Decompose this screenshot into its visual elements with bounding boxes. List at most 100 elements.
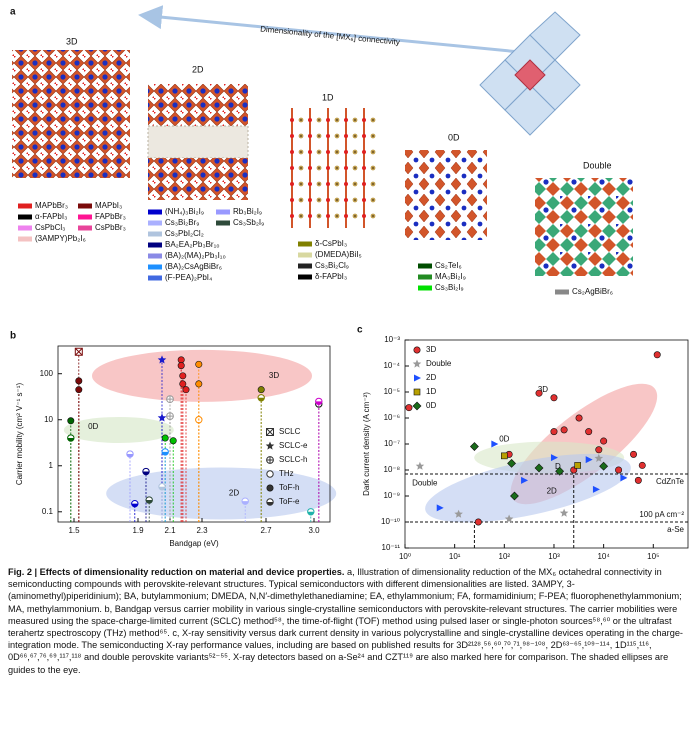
marker bbox=[507, 458, 516, 468]
marker bbox=[75, 377, 83, 385]
group-title: 1D bbox=[322, 92, 334, 102]
legend-swatch bbox=[148, 220, 162, 226]
legend-swatch bbox=[298, 241, 312, 247]
structure-3d bbox=[12, 50, 130, 178]
marker bbox=[169, 437, 177, 445]
marker bbox=[266, 498, 274, 506]
marker bbox=[315, 397, 323, 406]
marker-part bbox=[266, 484, 274, 492]
legend-label: Cs₂TeI₆ bbox=[435, 261, 462, 270]
legend-label: MAPbBr₃ bbox=[35, 201, 68, 210]
annotation: Double bbox=[412, 479, 438, 488]
x-axis-label: Bandgap (eV) bbox=[169, 539, 219, 548]
y-tick-label: 0.1 bbox=[42, 507, 54, 516]
structure-2d bbox=[148, 158, 248, 200]
legend-label: (BA)₂CsAgBiBr₆ bbox=[165, 262, 222, 271]
annotation: 2D bbox=[547, 487, 557, 496]
marker bbox=[574, 462, 581, 469]
legend-label: 2D bbox=[426, 373, 436, 382]
marker bbox=[534, 463, 544, 473]
marker-part bbox=[258, 397, 265, 401]
marker-part bbox=[67, 417, 75, 425]
y-tick-label: 10⁻⁶ bbox=[384, 413, 400, 422]
group-title: Double bbox=[583, 160, 612, 170]
legend-swatch bbox=[418, 285, 432, 291]
legend-label: BA₂EA₂Pb₃Br₁₀ bbox=[165, 240, 220, 249]
marker-part bbox=[157, 413, 167, 422]
caption-text: a, Illustration of dimensionality reduct… bbox=[8, 567, 683, 675]
marker-part bbox=[315, 401, 322, 405]
x-tick-label: 1.5 bbox=[68, 526, 80, 535]
marker bbox=[504, 514, 514, 523]
marker-part bbox=[177, 356, 185, 364]
marker bbox=[436, 504, 444, 512]
marker-part bbox=[75, 377, 83, 385]
marker bbox=[158, 483, 166, 491]
marker-part bbox=[436, 504, 444, 512]
marker-part bbox=[67, 438, 74, 442]
marker-part bbox=[131, 503, 138, 507]
marker-part bbox=[142, 471, 150, 475]
legend-label: Cs₃Bi₂Cl₉ bbox=[315, 261, 349, 270]
marker bbox=[595, 446, 603, 454]
marker bbox=[166, 412, 174, 420]
legend-label: Double bbox=[426, 359, 452, 368]
legend-label: Cs₃Sb₂I₉ bbox=[233, 218, 264, 227]
legend-swatch bbox=[148, 231, 162, 237]
marker bbox=[592, 485, 600, 493]
annotation: D bbox=[555, 462, 561, 471]
x-tick-label: 2.3 bbox=[196, 526, 208, 535]
marker-part bbox=[504, 514, 514, 523]
legend-swatch bbox=[18, 236, 32, 242]
legend-swatch bbox=[18, 225, 32, 231]
legend-swatch bbox=[148, 242, 162, 248]
legend-label: FAPbBr₃ bbox=[95, 212, 126, 221]
marker bbox=[454, 509, 463, 518]
marker-part bbox=[265, 441, 275, 450]
marker-part bbox=[620, 474, 628, 482]
marker-part bbox=[638, 461, 646, 469]
x-tick-label: 10¹ bbox=[449, 552, 461, 561]
marker-part bbox=[161, 434, 169, 442]
legend-label: THz bbox=[279, 469, 294, 478]
marker-part bbox=[454, 509, 463, 518]
marker-part bbox=[600, 437, 608, 445]
marker-part bbox=[266, 456, 274, 464]
legend-label: MAPbI₃ bbox=[95, 201, 122, 210]
legend-swatch bbox=[418, 263, 432, 269]
marker-part bbox=[507, 458, 516, 468]
marker-part bbox=[534, 463, 544, 473]
marker-part bbox=[510, 491, 519, 501]
plot-frame bbox=[57, 345, 331, 523]
legend-swatch bbox=[148, 209, 162, 215]
marker-part bbox=[415, 461, 425, 470]
marker bbox=[412, 401, 422, 411]
legend-swatch bbox=[298, 263, 312, 269]
x-tick-label: 10⁵ bbox=[647, 552, 659, 561]
legend-swatch bbox=[298, 274, 312, 280]
legend-label: MA₃Bi₂I₉ bbox=[435, 272, 466, 281]
marker-part bbox=[257, 386, 265, 394]
caption-title: Fig. 2 | Effects of dimensionality reduc… bbox=[8, 567, 345, 577]
y-tick-label: 10⁻¹⁰ bbox=[381, 517, 400, 526]
legend-swatch bbox=[216, 220, 230, 226]
marker bbox=[653, 351, 661, 359]
marker bbox=[75, 386, 83, 394]
marker-part bbox=[195, 380, 203, 388]
marker-part bbox=[501, 452, 508, 460]
marker bbox=[161, 448, 169, 456]
caption: Fig. 2 | Effects of dimensionality reduc… bbox=[8, 566, 688, 676]
y-tick-label: 10⁻³ bbox=[384, 335, 400, 344]
octahedra-illustration bbox=[479, 11, 581, 136]
legend-swatch bbox=[18, 214, 32, 220]
panel-label: b bbox=[10, 331, 16, 342]
legend-label: ToF-h bbox=[279, 483, 299, 492]
marker-part bbox=[585, 428, 593, 436]
legend-label: (BA)₂(MA)₂Pb₃I₁₀ bbox=[165, 251, 226, 260]
marker-part bbox=[550, 454, 558, 462]
legend-label: 1D bbox=[426, 387, 436, 396]
marker bbox=[550, 394, 558, 402]
marker bbox=[559, 508, 569, 517]
legend-label: ToF-e bbox=[279, 497, 300, 506]
